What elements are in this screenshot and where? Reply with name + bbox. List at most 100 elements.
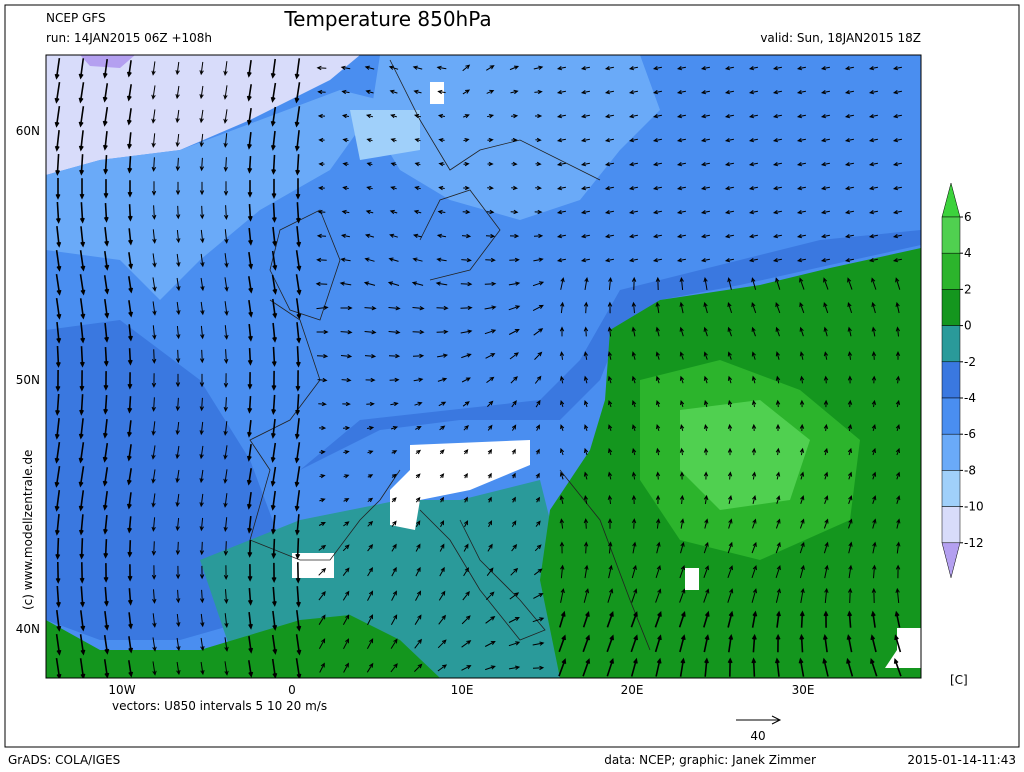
- wind-arrow: [390, 114, 397, 119]
- wind-arrow: [632, 400, 637, 408]
- wind-arrow: [511, 472, 516, 479]
- wind-arrow: [895, 447, 900, 456]
- wind-arrow: [317, 209, 326, 215]
- wind-arrow: [652, 162, 663, 167]
- software: GrADS: COLA/IGES: [8, 753, 120, 767]
- wind-arrow: [676, 186, 687, 191]
- wind-arrow: [559, 375, 565, 384]
- wind-arrow: [460, 305, 473, 311]
- wind-arrow: [724, 186, 735, 191]
- wind-arrow: [151, 445, 156, 460]
- wind-arrow: [511, 448, 516, 455]
- wind-arrow: [679, 301, 684, 314]
- wind-arrow: [485, 353, 496, 359]
- wind-arrow: [295, 562, 301, 584]
- wind-arrow: [820, 210, 831, 215]
- wind-arrow: [680, 423, 685, 432]
- wind-arrow: [463, 185, 470, 191]
- wind-arrow: [200, 613, 205, 628]
- wind-arrow: [104, 250, 110, 271]
- wind-arrow: [175, 541, 181, 556]
- wind-arrow: [872, 541, 877, 554]
- wind-arrow: [364, 65, 375, 70]
- wind-arrow: [775, 351, 780, 360]
- wind-arrow: [294, 58, 301, 80]
- wind-arrow: [844, 210, 855, 215]
- wind-arrow: [748, 66, 759, 71]
- wind-arrow: [315, 281, 328, 287]
- wind-arrow: [176, 613, 181, 628]
- wind-arrow: [80, 610, 86, 632]
- reference-arrow-head: [771, 715, 782, 725]
- wind-arrow: [390, 138, 397, 143]
- wind-arrow: [848, 518, 853, 529]
- wind-arrow: [559, 518, 565, 529]
- wind-arrow: [342, 425, 351, 431]
- wind-arrow: [316, 257, 327, 263]
- wind-arrow: [772, 66, 783, 71]
- wind-arrow: [103, 563, 109, 583]
- wind-arrow: [487, 543, 493, 552]
- wind-arrow: [414, 638, 422, 649]
- wind-arrow: [607, 494, 613, 505]
- wind-arrow: [389, 209, 398, 215]
- wind-arrow: [103, 634, 110, 655]
- wind-arrow: [800, 495, 805, 504]
- wind-arrow: [844, 186, 855, 191]
- reference-label: 40: [750, 729, 765, 743]
- copyright: (c) www.modellzentrale.de: [21, 450, 35, 610]
- wind-arrow: [847, 471, 853, 480]
- wind-arrow: [799, 399, 805, 408]
- wind-arrow: [55, 297, 62, 320]
- wind-arrow: [223, 349, 229, 364]
- wind-arrow: [868, 114, 879, 119]
- wind-arrow: [485, 257, 496, 263]
- wind-arrow: [655, 588, 662, 603]
- wind-arrow: [365, 233, 375, 238]
- wind-arrow: [389, 233, 398, 238]
- wind-arrow: [871, 351, 877, 360]
- wind-arrow: [440, 520, 445, 528]
- wind-arrow: [415, 473, 421, 479]
- wind-arrow: [700, 90, 711, 95]
- wind-arrow: [628, 66, 639, 71]
- wind-arrow: [556, 138, 567, 143]
- wind-arrow: [892, 234, 903, 239]
- colorbar-label: 2: [964, 282, 972, 296]
- wind-arrow: [607, 326, 613, 337]
- wind-arrow: [796, 162, 807, 167]
- wind-arrow: [412, 257, 423, 262]
- wind-arrow: [559, 610, 566, 628]
- wind-arrow: [703, 471, 709, 480]
- wind-arrow: [128, 276, 134, 294]
- lat-label: 60N: [16, 124, 40, 138]
- wind-arrow: [224, 253, 229, 268]
- wind-arrow: [580, 138, 591, 143]
- wind-arrow: [556, 258, 567, 263]
- wind-arrow: [341, 209, 350, 215]
- wind-arrow: [199, 469, 204, 484]
- wind-arrow: [388, 65, 399, 70]
- wind-arrow: [799, 518, 805, 529]
- wind-arrow: [872, 564, 877, 579]
- wind-arrow: [652, 210, 663, 215]
- wind-arrow: [584, 424, 589, 431]
- wind-arrow: [631, 375, 637, 384]
- lat-label: 40N: [16, 622, 40, 636]
- wind-arrow: [628, 162, 639, 167]
- wind-arrow: [270, 490, 276, 511]
- wind-arrow: [511, 137, 518, 143]
- wind-arrow: [342, 162, 349, 167]
- wind-arrow: [151, 517, 156, 532]
- wind-arrow: [799, 277, 805, 290]
- wind-arrow: [823, 277, 829, 290]
- wind-arrow: [776, 495, 781, 504]
- wind-arrow: [631, 276, 637, 291]
- wind-arrow: [823, 326, 828, 337]
- wind-arrow: [700, 258, 711, 263]
- wind-arrow: [343, 638, 350, 650]
- field-green: [46, 615, 440, 678]
- wind-arrow: [775, 633, 781, 653]
- wind-arrow: [389, 89, 398, 95]
- terrain-mask: [390, 440, 530, 530]
